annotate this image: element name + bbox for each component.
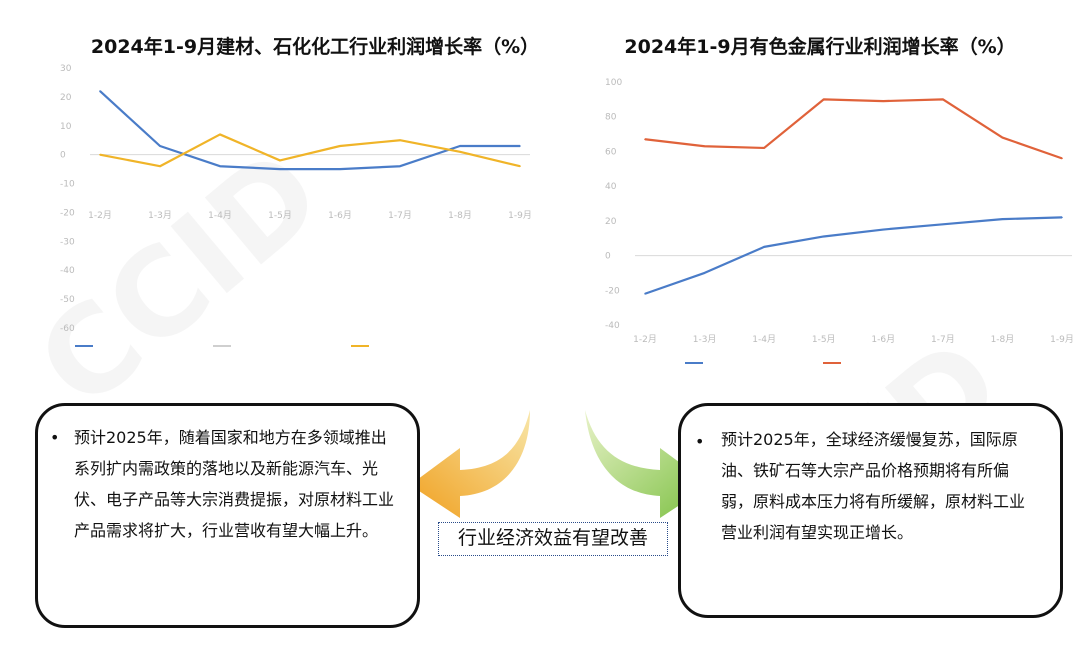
left-series-1-point-1 bbox=[159, 165, 161, 168]
left-legend-item-3 bbox=[351, 345, 369, 347]
right-x-tick-7: 1-9月 bbox=[1050, 334, 1074, 345]
right-x-tick-2: 1-4月 bbox=[752, 334, 776, 345]
left-callout-text: 预计2025年，随着国家和地方在多领域推出系列扩内需政策的落地以及新能源汽车、光… bbox=[74, 428, 395, 540]
left-series-0-point-4 bbox=[339, 168, 341, 170]
right-x-tick-5: 1-7月 bbox=[931, 334, 955, 345]
right-callout-bullet: • bbox=[695, 432, 705, 451]
left-series-0-point-7 bbox=[519, 145, 521, 147]
right-legend bbox=[685, 362, 841, 364]
left-arrow-icon bbox=[410, 410, 530, 518]
left-y-tick-9: -60 bbox=[60, 324, 75, 334]
right-series-0-point-6 bbox=[1001, 218, 1004, 220]
right-y-tick-0: 100 bbox=[605, 78, 622, 88]
right-series-0-point-1 bbox=[703, 272, 706, 274]
right-y-tick-1: 80 bbox=[605, 113, 617, 123]
right-series-1-point-3 bbox=[822, 98, 825, 101]
left-series-0-point-1 bbox=[159, 145, 161, 147]
right-callout-text: 预计2025年，全球经济缓慢复苏，国际原油、铁矿石等大宗产品价格预期将有所偏弱，… bbox=[721, 430, 1026, 542]
left-x-tick-0: 1-2月 bbox=[88, 210, 112, 221]
right-series-0-point-7 bbox=[1061, 216, 1063, 219]
right-series-0-point-4 bbox=[882, 228, 885, 231]
left-series-1-point-2 bbox=[219, 133, 221, 136]
right-series-1-point-2 bbox=[763, 147, 765, 149]
left-x-tick-5: 1-7月 bbox=[388, 210, 412, 221]
left-series-0-point-0 bbox=[99, 90, 101, 92]
right-series-1-point-0 bbox=[644, 138, 646, 141]
right-series-1-point-5 bbox=[942, 98, 944, 101]
left-series-1-line bbox=[99, 133, 521, 168]
right-series-1-point-7 bbox=[1061, 157, 1063, 160]
right-series-0-point-3 bbox=[822, 235, 825, 238]
right-chart-title: 2024年1-9月有色金属行业利润增长率（%） bbox=[624, 36, 1016, 58]
left-y-tick-5: -20 bbox=[60, 208, 75, 218]
left-x-tick-2: 1-4月 bbox=[208, 210, 232, 221]
right-x-tick-4: 1-6月 bbox=[871, 334, 895, 345]
right-legend-item-2 bbox=[823, 362, 841, 364]
right-x-tick-1: 1-3月 bbox=[693, 334, 717, 345]
left-y-tick-8: -50 bbox=[60, 295, 75, 305]
left-y-tick-3: 0 bbox=[60, 151, 66, 161]
right-series-1-point-1 bbox=[703, 145, 706, 148]
right-x-tick-6: 1-8月 bbox=[991, 334, 1015, 345]
right-legend-item-1 bbox=[685, 362, 703, 364]
right-y-tick-6: -20 bbox=[605, 286, 620, 296]
left-callout-bullet: • bbox=[50, 428, 60, 447]
right-y-tick-5: 0 bbox=[605, 252, 611, 262]
right-series-0-point-5 bbox=[942, 223, 944, 226]
left-series-0-point-6 bbox=[459, 145, 461, 147]
right-x-tick-0: 1-2月 bbox=[633, 334, 657, 345]
left-series-1-point-0 bbox=[99, 153, 101, 156]
left-callout: • 预计2025年，随着国家和地方在多领域推出系列扩内需政策的落地以及新能源汽车… bbox=[35, 403, 420, 628]
right-series-0-point-0 bbox=[644, 292, 646, 295]
left-y-tick-2: 10 bbox=[60, 122, 72, 132]
right-series-1-point-4 bbox=[882, 100, 885, 102]
left-y-tick-6: -30 bbox=[60, 237, 75, 247]
left-legend-item-2 bbox=[213, 345, 231, 347]
left-chart-title: 2024年1-9月建材、石化化工行业利润增长率（%） bbox=[90, 36, 540, 58]
left-series-0-point-3 bbox=[279, 168, 281, 170]
left-series-1-point-6 bbox=[459, 150, 461, 153]
right-series-0-line bbox=[644, 216, 1063, 295]
right-y-tick-3: 40 bbox=[605, 182, 617, 192]
left-x-tick-3: 1-5月 bbox=[268, 210, 292, 221]
left-series-1-point-4 bbox=[339, 145, 341, 147]
left-legend bbox=[75, 345, 369, 347]
left-y-tick-4: -10 bbox=[60, 180, 75, 190]
left-x-tick-4: 1-6月 bbox=[328, 210, 352, 221]
left-series-1-point-5 bbox=[399, 139, 401, 142]
right-callout: • 预计2025年，全球经济缓慢复苏，国际原油、铁矿石等大宗产品价格预期将有所偏… bbox=[678, 403, 1063, 618]
left-series-0-point-2 bbox=[219, 165, 221, 168]
right-series-1-point-6 bbox=[1001, 136, 1004, 139]
left-series-1-point-3 bbox=[279, 159, 281, 162]
left-x-tick-1: 1-3月 bbox=[148, 210, 172, 221]
right-y-tick-7: -40 bbox=[605, 321, 620, 331]
left-x-tick-6: 1-8月 bbox=[448, 210, 472, 221]
left-y-tick-0: 30 bbox=[60, 64, 72, 74]
left-x-tick-7: 1-9月 bbox=[508, 210, 532, 221]
center-conclusion-label: 行业经济效益有望改善 bbox=[438, 522, 668, 556]
right-y-tick-4: 20 bbox=[605, 217, 617, 227]
right-series-0-point-2 bbox=[763, 246, 765, 248]
right-series-1-line bbox=[644, 98, 1063, 160]
left-series-0-point-5 bbox=[399, 165, 401, 168]
left-y-tick-1: 20 bbox=[60, 93, 72, 103]
right-y-tick-2: 60 bbox=[605, 147, 617, 157]
left-series-1-point-7 bbox=[519, 165, 521, 168]
left-legend-item-1 bbox=[75, 345, 93, 347]
right-x-tick-3: 1-5月 bbox=[812, 334, 836, 345]
left-y-tick-7: -40 bbox=[60, 266, 75, 276]
